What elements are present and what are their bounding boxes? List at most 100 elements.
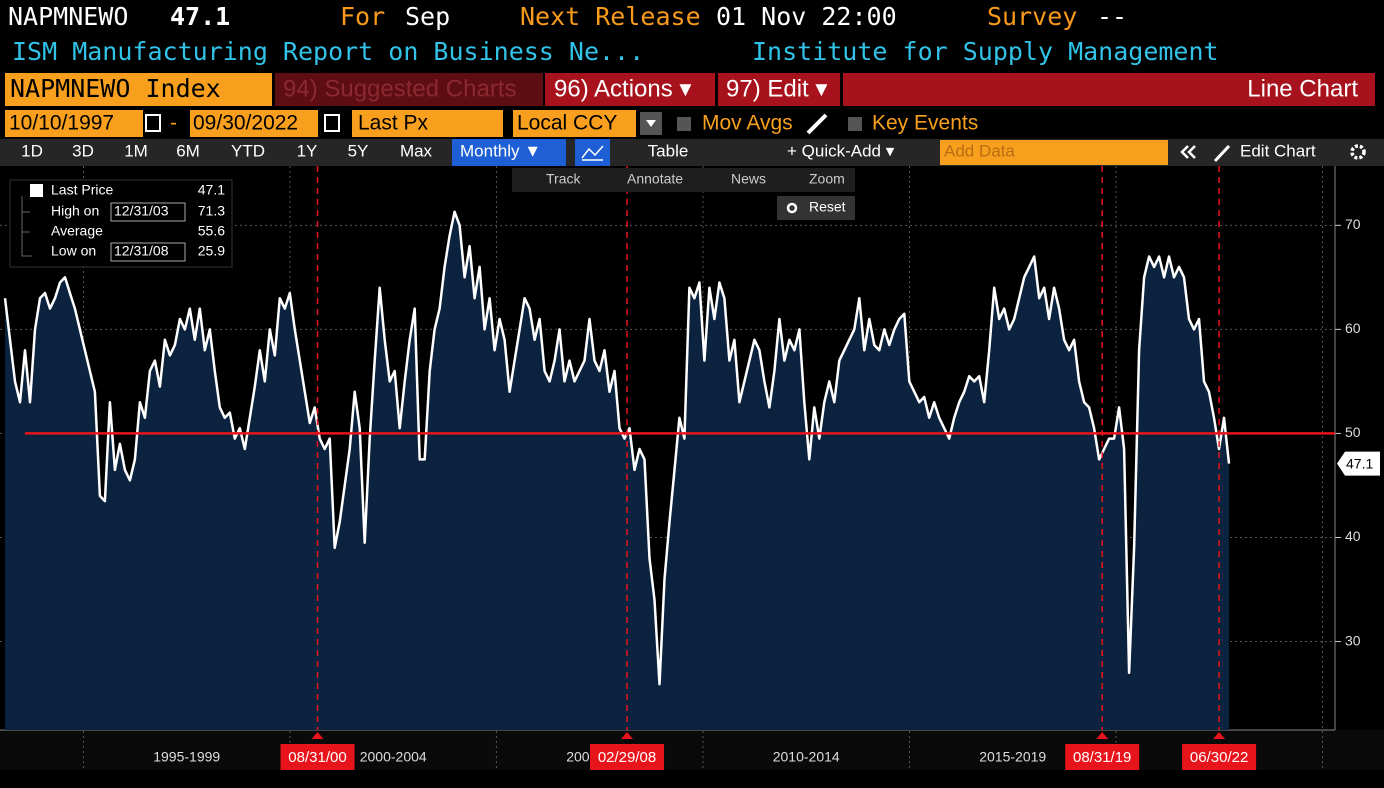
event-label[interactable]: 08/31/19: [1073, 749, 1131, 766]
field-box[interactable]: [352, 110, 503, 137]
checkbox[interactable]: [677, 117, 691, 131]
add-data[interactable]: Add Data: [944, 141, 1015, 160]
chart-tool[interactable]: News: [731, 171, 766, 187]
chart-tools: [512, 168, 855, 192]
area: [5, 211, 1229, 731]
event-pointer: [1213, 732, 1226, 739]
event-label[interactable]: 08/31/00: [288, 749, 346, 766]
reset-icon: [786, 202, 798, 214]
survey-label: Survey: [987, 2, 1077, 31]
security[interactable]: NAPMNEWO Index: [10, 74, 221, 103]
last-value: 47.1: [170, 2, 230, 31]
chart-tool[interactable]: Zoom: [809, 171, 845, 187]
event-pointer: [1096, 732, 1109, 739]
pencil-icon[interactable]: [806, 113, 828, 135]
actions-button[interactable]: [545, 73, 715, 106]
currency-box[interactable]: [513, 110, 636, 137]
security-box[interactable]: [5, 73, 272, 106]
legend-label: Last Price: [51, 182, 113, 198]
y-tick-label: 70: [1345, 216, 1361, 232]
reset-button[interactable]: [777, 196, 855, 220]
currency[interactable]: Local CCY: [517, 112, 617, 135]
legend-label: Average: [51, 223, 103, 239]
edit-chart[interactable]: Edit Chart: [1240, 141, 1316, 160]
pencil-icon[interactable]: [1213, 144, 1231, 163]
x-period-label: 2015-2019: [979, 749, 1046, 765]
chart-type: Line Chart: [1247, 75, 1358, 102]
period-button[interactable]: Max: [400, 141, 433, 160]
legend-value: 47.1: [198, 182, 225, 198]
legend-swatch: [30, 184, 43, 197]
legend-value: 25.9: [198, 243, 225, 259]
legend-value: 55.6: [198, 223, 225, 239]
edit[interactable]: 97) Edit ▾: [726, 75, 827, 102]
legend-date: 12/31/03: [114, 203, 169, 219]
for-label: For: [340, 2, 385, 31]
edit-button[interactable]: [718, 73, 840, 106]
event-box[interactable]: [1182, 744, 1257, 770]
period: Sep: [405, 2, 450, 31]
title-bar: [843, 73, 1375, 106]
event-box[interactable]: [590, 744, 665, 770]
checkbox[interactable]: [848, 117, 862, 131]
start-date-box[interactable]: [5, 110, 143, 137]
actions[interactable]: 96) Actions ▾: [554, 75, 691, 102]
event-box[interactable]: [1065, 744, 1140, 770]
field[interactable]: Last Px: [358, 112, 429, 135]
chart-tool[interactable]: Track: [546, 171, 581, 187]
period-bar: [0, 139, 1384, 166]
legend-box: [9, 179, 233, 268]
reset[interactable]: Reset: [809, 199, 846, 215]
event-box[interactable]: [280, 744, 355, 770]
survey: --: [1097, 2, 1127, 31]
event-label[interactable]: 06/30/22: [1190, 749, 1248, 766]
legend-label: Low on: [51, 243, 96, 259]
collapse-icon[interactable]: [1180, 145, 1196, 159]
gear-icon[interactable]: [1350, 144, 1366, 160]
line: [3, 210, 1231, 686]
legend-date-box: [110, 202, 186, 222]
ticker: NAPMNEWO: [8, 2, 128, 31]
x-axis-band: [0, 730, 1384, 770]
event-label[interactable]: 02/29/08: [598, 749, 656, 766]
last-value-tag: [1337, 451, 1380, 476]
x-period-label: 1995-1999: [153, 749, 220, 765]
event-pointer: [311, 732, 324, 739]
dropdown-arrow: [646, 120, 656, 127]
x-period-label: 2010-2014: [773, 749, 840, 765]
key-events[interactable]: Key Events: [872, 112, 978, 135]
legend-value: 71.3: [198, 203, 225, 219]
date-separator: -: [170, 112, 177, 135]
period-button[interactable]: 3D: [72, 141, 94, 160]
frequency[interactable]: Monthly ▼: [460, 141, 541, 160]
chart-tool[interactable]: Annotate: [627, 171, 683, 187]
line-icon: [581, 145, 604, 161]
quick-add[interactable]: + Quick-Add ▾: [787, 141, 895, 160]
mov-avgs[interactable]: Mov Avgs: [702, 112, 793, 135]
last-value-label: 47.1: [1346, 455, 1373, 471]
period-button[interactable]: 6M: [176, 141, 200, 160]
suggested[interactable]: 94) Suggested Charts: [283, 75, 516, 102]
calendar-icon[interactable]: [145, 114, 161, 132]
next-release: 01 Nov 22:00: [716, 2, 897, 31]
end-date[interactable]: 09/30/2022: [193, 112, 298, 135]
period-button[interactable]: 5Y: [348, 141, 369, 160]
suggested-button[interactable]: [275, 73, 543, 106]
legend-date-box: [110, 242, 186, 262]
end-date-box[interactable]: [190, 110, 318, 137]
frequency-button[interactable]: [452, 139, 566, 166]
calendar-icon[interactable]: [324, 114, 340, 132]
y-tick-label: 30: [1345, 632, 1361, 648]
period-button[interactable]: 1D: [21, 141, 43, 160]
period-button[interactable]: 1Y: [297, 141, 318, 160]
period-button[interactable]: YTD: [231, 141, 265, 160]
legend-date: 12/31/08: [114, 243, 169, 259]
x-period-label: 2000-2004: [360, 749, 427, 765]
add-data-box[interactable]: [940, 140, 1168, 165]
table-button[interactable]: Table: [648, 141, 689, 160]
start-date[interactable]: 10/10/1997: [9, 112, 114, 135]
y-tick-label: 60: [1345, 320, 1361, 336]
period-button[interactable]: 1M: [124, 141, 148, 160]
legend-label: High on: [51, 203, 99, 219]
